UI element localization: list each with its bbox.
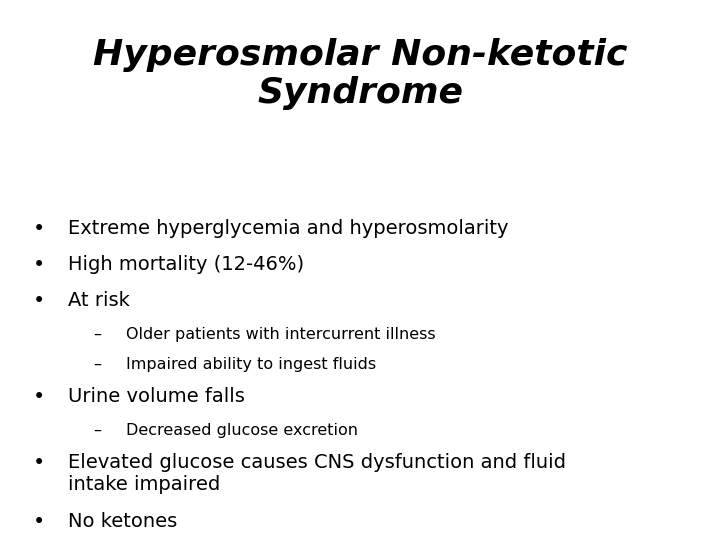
Text: At risk: At risk: [68, 291, 130, 310]
Text: •: •: [32, 291, 45, 311]
Text: •: •: [32, 512, 45, 532]
Text: Hyperosmolar Non-ketotic
Syndrome: Hyperosmolar Non-ketotic Syndrome: [93, 38, 627, 110]
Text: •: •: [32, 219, 45, 239]
Text: Older patients with intercurrent illness: Older patients with intercurrent illness: [126, 327, 436, 342]
Text: –: –: [94, 327, 102, 342]
Text: –: –: [94, 357, 102, 372]
Text: –: –: [94, 423, 102, 438]
Text: •: •: [32, 453, 45, 472]
Text: Impaired ability to ingest fluids: Impaired ability to ingest fluids: [126, 357, 376, 372]
Text: Urine volume falls: Urine volume falls: [68, 387, 246, 406]
Text: High mortality (12-46%): High mortality (12-46%): [68, 255, 305, 274]
Text: •: •: [32, 255, 45, 275]
Text: Extreme hyperglycemia and hyperosmolarity: Extreme hyperglycemia and hyperosmolarit…: [68, 219, 509, 238]
Text: Elevated glucose causes CNS dysfunction and fluid
intake impaired: Elevated glucose causes CNS dysfunction …: [68, 453, 567, 494]
Text: No ketones: No ketones: [68, 512, 178, 531]
Text: Decreased glucose excretion: Decreased glucose excretion: [126, 423, 358, 438]
Text: •: •: [32, 387, 45, 407]
